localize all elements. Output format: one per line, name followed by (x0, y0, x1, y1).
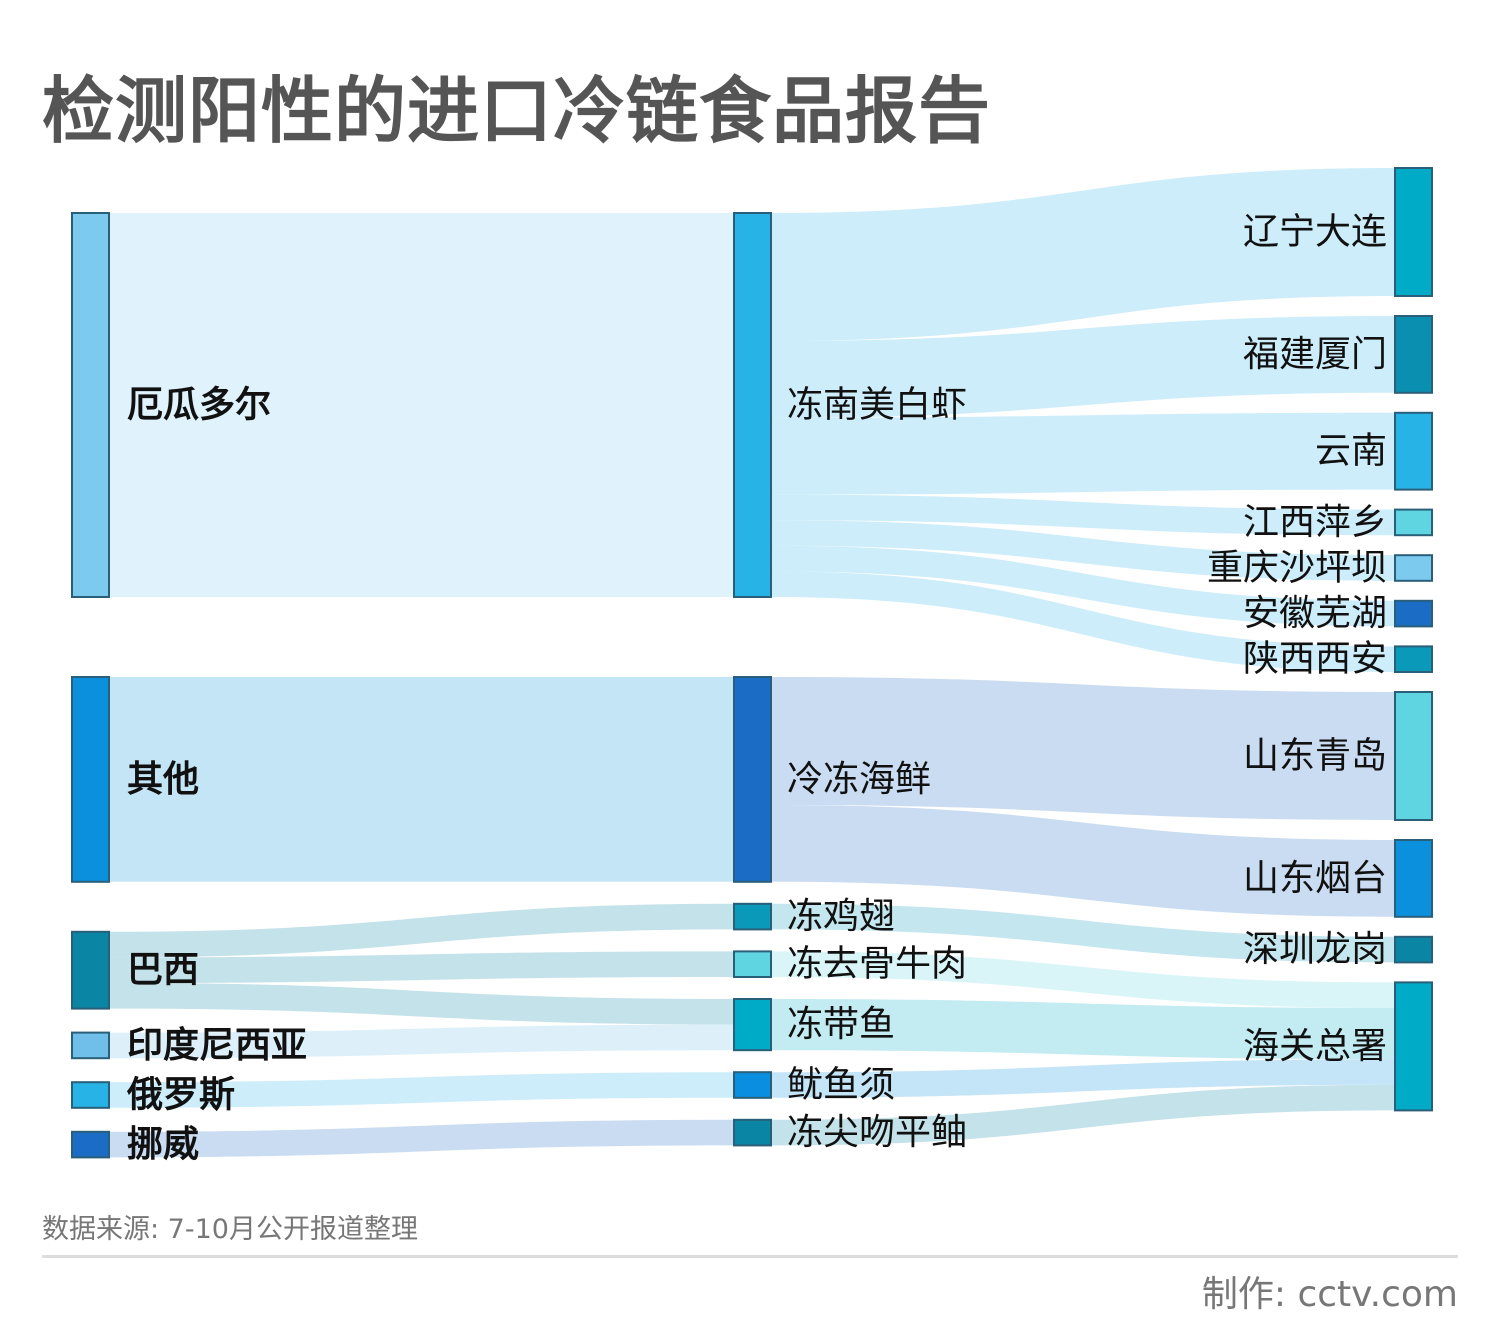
sankey-node (1394, 981, 1433, 1112)
sankey-node-label: 重庆沙坪坝 (1207, 548, 1387, 589)
sankey-link (771, 316, 1395, 418)
sankey-node (733, 950, 772, 979)
sankey-node (71, 1031, 110, 1060)
sankey-node-label: 厄瓜多尔 (127, 385, 271, 426)
sankey-node (1394, 691, 1433, 821)
sankey-node-label: 鱿鱼须 (787, 1065, 895, 1106)
sankey-node (71, 1130, 110, 1159)
sankey-node (1394, 167, 1433, 297)
sankey-node (733, 676, 772, 883)
sankey-node (733, 1071, 772, 1099)
sankey-node-label: 冻鸡翅 (787, 896, 895, 937)
sankey-node (1394, 935, 1433, 964)
sankey-link (109, 951, 734, 983)
sankey-node-label: 冻尖吻平鲉 (787, 1112, 967, 1153)
sankey-link (771, 1059, 1395, 1098)
sankey-link (771, 903, 1395, 963)
sankey-node (733, 212, 772, 598)
sankey-node-label: 其他 (127, 759, 199, 800)
chart-title: 检测阳性的进口冷链食品报告 (42, 69, 992, 153)
sankey-link (771, 677, 1395, 820)
sankey-node-label: 冷冻海鲜 (787, 759, 931, 800)
sankey-node (71, 676, 110, 883)
sankey-link (771, 1084, 1395, 1146)
sankey-node-label: 山东青岛 (1243, 736, 1387, 777)
sankey-link (771, 951, 1395, 1008)
sankey-links (109, 168, 1395, 1158)
sankey-node-label: 巴西 (127, 950, 199, 991)
footer-divider (42, 1255, 1458, 1258)
credit-note: 制作: cctv.com (1201, 1274, 1458, 1315)
sankey-node-label: 安徽芜湖 (1243, 593, 1387, 634)
sankey-link (109, 213, 734, 597)
sankey-link (109, 1072, 734, 1108)
sankey-link (771, 168, 1395, 341)
sankey-link (109, 677, 734, 882)
sankey-link (109, 983, 734, 1025)
sankey-node-label: 冻去骨牛肉 (787, 944, 967, 985)
sankey-nodes (71, 167, 1433, 1159)
sankey-node-label: 俄罗斯 (126, 1075, 235, 1116)
sankey-node (733, 902, 772, 931)
sankey-node (1394, 411, 1433, 491)
sankey-link (771, 545, 1395, 627)
sankey-node (71, 1081, 110, 1109)
sankey-node-label: 冻南美白虾 (787, 385, 967, 426)
sankey-link (771, 999, 1395, 1060)
sankey-node (1394, 508, 1433, 537)
sankey-link (771, 571, 1395, 672)
sankey-node (1394, 554, 1433, 582)
sankey-link (771, 494, 1395, 536)
sankey-link (109, 1119, 734, 1158)
sankey-node-label: 福建厦门 (1243, 334, 1387, 375)
sankey-node (733, 1118, 772, 1147)
sankey-node-label: 山东烟台 (1243, 858, 1387, 899)
sankey-node-label: 印度尼西亚 (127, 1025, 307, 1066)
sankey-node (71, 930, 110, 1010)
sankey-node-label: 挪威 (127, 1124, 199, 1165)
sankey-node (1394, 599, 1433, 628)
sankey-node-label: 江西萍乡 (1243, 502, 1387, 543)
sankey-node-label: 辽宁大连 (1243, 212, 1387, 253)
sankey-node-label: 陕西西安 (1243, 639, 1387, 680)
sankey-link (771, 412, 1395, 495)
sankey-node (71, 212, 110, 598)
sankey-link (109, 903, 734, 958)
sankey-node-label: 云南 (1315, 431, 1387, 472)
sankey-link (771, 520, 1395, 581)
sankey-node (1394, 645, 1433, 674)
sankey-link (109, 1024, 734, 1059)
sankey-node (1394, 839, 1433, 918)
sankey-node-label: 海关总署 (1243, 1026, 1387, 1067)
sankey-node (1394, 315, 1433, 394)
sankey-node-label: 深圳龙岗 (1243, 929, 1387, 970)
source-note: 数据来源: 7-10月公开报道整理 (42, 1214, 418, 1245)
sankey-node (733, 998, 772, 1052)
sankey-node-label: 冻带鱼 (787, 1004, 895, 1045)
sankey-link (771, 805, 1395, 917)
